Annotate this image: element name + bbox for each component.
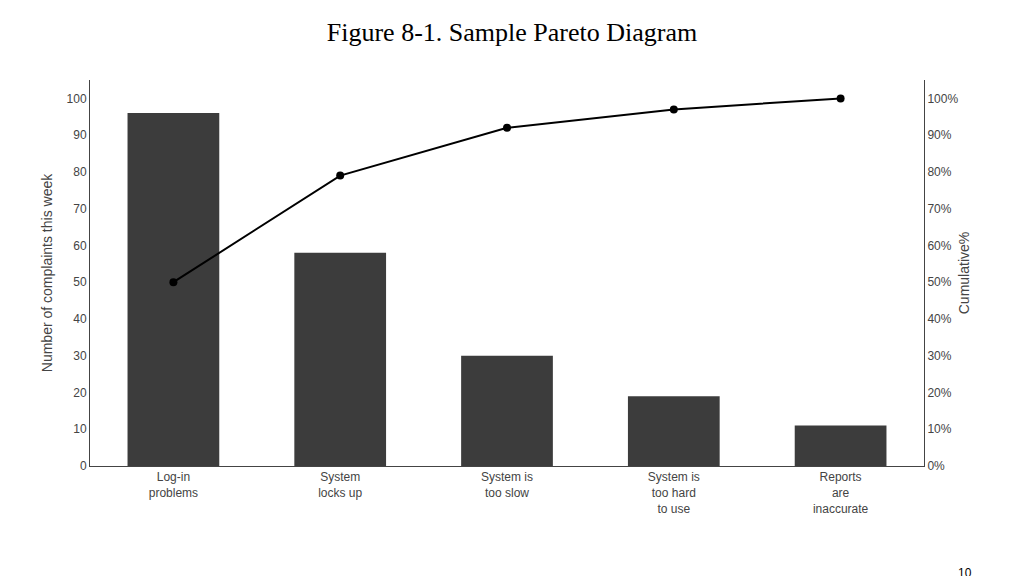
svg-text:10: 10	[73, 422, 87, 436]
svg-text:40%: 40%	[927, 312, 951, 326]
svg-text:50%: 50%	[927, 275, 951, 289]
svg-text:Cumulative%: Cumulative%	[956, 232, 972, 314]
svg-text:Number of complaints this week: Number of complaints this week	[39, 173, 55, 372]
svg-text:90%: 90%	[927, 128, 951, 142]
svg-text:70: 70	[73, 202, 87, 216]
svg-text:System istoo slow: System istoo slow	[481, 470, 533, 500]
svg-text:20: 20	[73, 386, 87, 400]
svg-text:80: 80	[73, 165, 87, 179]
svg-text:Systemlocks up: Systemlocks up	[318, 470, 362, 500]
svg-text:0%: 0%	[927, 459, 945, 473]
svg-text:30%: 30%	[927, 349, 951, 363]
svg-text:60: 60	[73, 239, 87, 253]
svg-text:100%: 100%	[927, 92, 958, 106]
svg-text:Reportsareinaccurate: Reportsareinaccurate	[813, 470, 869, 515]
svg-text:30: 30	[73, 349, 87, 363]
svg-text:50: 50	[73, 275, 87, 289]
svg-text:40: 40	[73, 312, 87, 326]
svg-text:20%: 20%	[927, 386, 951, 400]
svg-text:70%: 70%	[927, 202, 951, 216]
svg-text:80%: 80%	[927, 165, 951, 179]
svg-text:0: 0	[80, 459, 87, 473]
svg-text:10: 10	[958, 566, 972, 576]
svg-text:60%: 60%	[927, 239, 951, 253]
svg-text:Log-inproblems: Log-inproblems	[149, 470, 198, 500]
svg-text:System istoo hardto use: System istoo hardto use	[648, 470, 700, 515]
svg-text:100: 100	[67, 92, 87, 106]
svg-text:Figure 8-1. Sample Pareto Diag: Figure 8-1. Sample Pareto Diagram	[327, 18, 697, 47]
svg-text:10%: 10%	[927, 422, 951, 436]
svg-text:90: 90	[73, 128, 87, 142]
